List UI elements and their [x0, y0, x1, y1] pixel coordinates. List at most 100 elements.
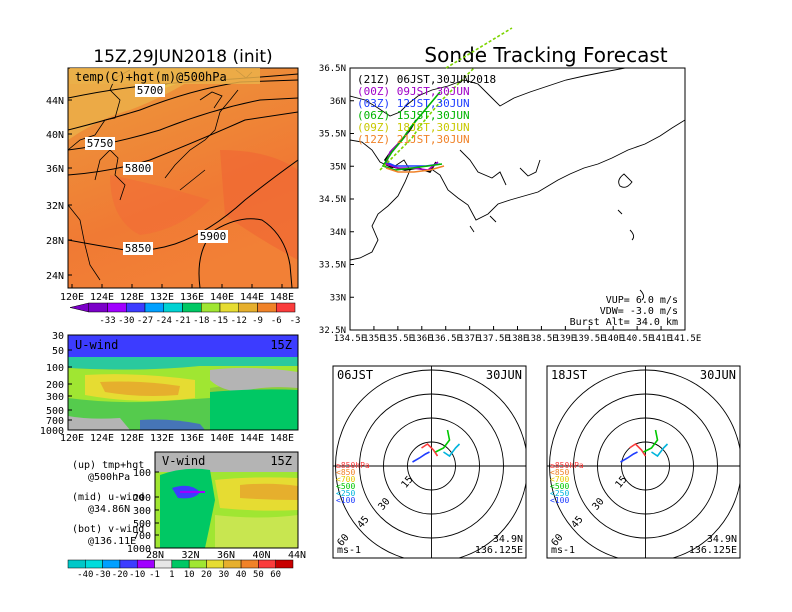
- colorbar-label: -30: [94, 570, 110, 580]
- lat-tick-label: 33.5N: [319, 261, 346, 271]
- colorbar-swatch: [171, 559, 190, 569]
- pressure-tick-label: 100: [46, 363, 64, 374]
- hodograph-unit: ms-1: [551, 545, 575, 556]
- track-map: 36.5N 36N 35.5N 35N 34.5N 34N 33.5N 33N 32.5N 13…: [319, 27, 702, 344]
- lon-tick-label: 135E: [363, 334, 385, 344]
- colorbar-label: -15: [212, 316, 228, 326]
- lat-tick-label: 32N: [181, 550, 199, 561]
- lon-tick-label: 136E: [180, 433, 204, 444]
- colorbar-swatch: [206, 559, 225, 569]
- level-legend-entry: <100: [336, 496, 355, 505]
- lon-tick-label: 138E: [507, 334, 529, 344]
- pressure-tick-label: 500: [46, 406, 64, 417]
- lat-tick-label: 36N: [217, 550, 235, 561]
- lat-tick-label: 34.5N: [319, 195, 346, 205]
- lat-tick-label: 33N: [330, 293, 346, 303]
- colorbar-label: -40: [77, 570, 93, 580]
- colorbar-label: -1: [149, 570, 160, 580]
- lat-tick-label: 40N: [252, 550, 270, 561]
- pressure-tick-label: 30: [52, 331, 64, 342]
- colorbar-label: -9: [252, 316, 263, 326]
- hodograph-trace: [651, 443, 669, 458]
- lat-tick-label: 36N: [46, 164, 64, 175]
- lon-tick-label: 120E: [60, 433, 84, 444]
- lon-tick-label: 140E: [210, 433, 234, 444]
- level-legend-entry: ≥850hPa: [550, 461, 584, 470]
- lon-tick-label: 128E: [120, 433, 144, 444]
- hodograph-06jst: 06JST 30JUN15304560≥850hPa<850<700<500<25…: [332, 365, 527, 559]
- track-legend: (21Z) 06JST,30JUN2018(00Z) 09JST,30JUN (0…: [357, 73, 496, 146]
- ascent-param: Burst Alt= 34.0 km: [570, 317, 678, 328]
- colorbar-swatch: [188, 559, 207, 569]
- lon-tick-label: 148E: [270, 433, 294, 444]
- lon-tick-label: 120E: [60, 292, 84, 303]
- colorbar-swatch: [219, 302, 239, 313]
- track-legend-entry: (00Z) 09JST,30JUN: [357, 85, 470, 98]
- track-legend-entry: (21Z) 06JST,30JUN2018: [357, 73, 496, 86]
- contour-label-bg: [85, 137, 115, 150]
- hodograph-date: 30JUN: [486, 368, 522, 382]
- vwind-time: 15Z: [270, 454, 292, 468]
- lon-tick-label: 136E: [180, 292, 204, 303]
- track-legend-entry: (06Z) 15JST,30JUN: [357, 109, 470, 122]
- colorbar-label: 10: [184, 570, 195, 580]
- level-legend-entry: <850: [550, 468, 569, 477]
- pressure-tick-label: 50: [52, 346, 64, 357]
- level-legend-entry: <250: [550, 489, 569, 498]
- lon-tick-label: 140E: [210, 292, 234, 303]
- lon-tick-label: 141E: [650, 334, 672, 344]
- colorbar-label: -18: [193, 316, 209, 326]
- colorbar-label: 1: [169, 570, 174, 580]
- hodograph-trace: [412, 451, 430, 463]
- lat-tick-label: 44N: [46, 96, 64, 107]
- lon-tick-label: 140E: [602, 334, 624, 344]
- contour-label: 5750: [87, 137, 114, 150]
- lon-tick-label: 124E: [90, 292, 114, 303]
- track-title: Sonde Tracking Forecast: [424, 43, 667, 67]
- map-title: 15Z,29JUN2018 (init): [93, 47, 272, 67]
- lat-tick-label: 34N: [330, 228, 346, 238]
- pressure-tick-label: 300: [46, 392, 64, 403]
- hodograph-lat: 34.9N: [707, 534, 737, 545]
- colorbar-label: 40: [236, 570, 247, 580]
- hodograph-trace: [629, 442, 647, 457]
- colorbar-swatch: [102, 559, 121, 569]
- uwind-label: U-wind: [75, 338, 118, 352]
- colorbar-swatch: [154, 559, 173, 569]
- lat-tick-label: 36N: [330, 97, 346, 107]
- colorbar-swatch: [107, 302, 127, 313]
- colorbar-label: -27: [137, 316, 153, 326]
- colorbar-swatch: [144, 302, 164, 313]
- lon-tick-label: 124E: [90, 433, 114, 444]
- pressure-tick-label: 700: [133, 531, 151, 542]
- level-legend-entry: <500: [336, 482, 355, 491]
- lon-tick-label: 136E: [411, 334, 433, 344]
- colorbar-label: -3: [290, 316, 301, 326]
- hodograph-trace: [435, 429, 451, 453]
- colorbar-swatch: [258, 559, 276, 569]
- lon-tick-label: 141.5E: [669, 334, 702, 344]
- colorbar-label: 30: [218, 570, 229, 580]
- pressure-tick-label: 1000: [40, 426, 64, 437]
- contour-label-bg: [123, 162, 153, 175]
- lat-tick-label: 36.5N: [319, 64, 346, 74]
- temp-colorbar: -33 -30 -27 -24 -21 -18 -15 -12 -9 -6 -3: [69, 302, 301, 326]
- hodograph-trace: [643, 429, 659, 453]
- lat-tick-label: 40N: [46, 130, 64, 141]
- note-line: (up) tmp+hgt: [72, 460, 144, 471]
- contour-label-bg: [135, 84, 165, 97]
- colorbar-swatch: [276, 302, 296, 313]
- lon-tick-label: 132E: [150, 292, 174, 303]
- lon-tick-label: 148E: [270, 292, 294, 303]
- lon-tick-label: 134.5E: [334, 334, 367, 344]
- colorbar-swatch: [119, 559, 138, 569]
- pressure-tick-label: 200: [46, 380, 64, 391]
- uwind-time: 15Z: [270, 338, 292, 352]
- contour-label-bg: [198, 230, 228, 243]
- lon-tick-label: 138.5E: [525, 334, 558, 344]
- colorbar-swatch: [136, 559, 155, 569]
- temp-lon-ticks: 120E 124E 128E 132E 136E 140E 144E 148E: [60, 284, 294, 303]
